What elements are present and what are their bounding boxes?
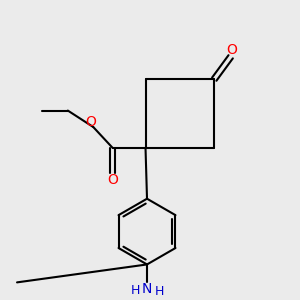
- Text: N: N: [142, 282, 152, 296]
- Text: H: H: [154, 285, 164, 298]
- Text: O: O: [107, 173, 118, 187]
- Text: H: H: [130, 284, 140, 297]
- Text: O: O: [227, 43, 238, 57]
- Text: O: O: [85, 115, 96, 129]
